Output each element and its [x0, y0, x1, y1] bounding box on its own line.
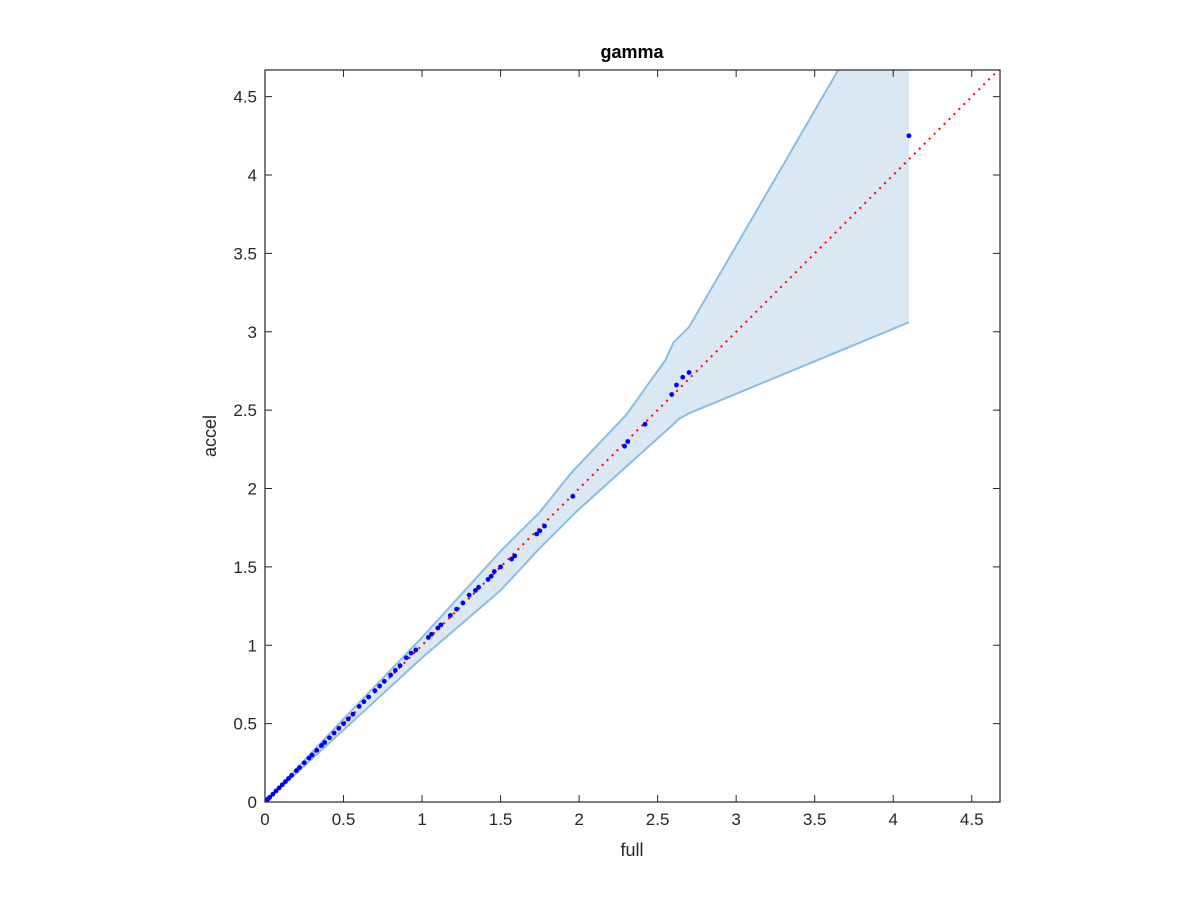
band-lower-edge [265, 321, 910, 802]
data-point [319, 743, 324, 748]
data-point [270, 791, 276, 797]
axes: 0 0.5 1 1.5 2 2.5 3 3.5 4 4.5 0 0.5 1 1.5 2 2.5 3 3.5 4 4.5 [233, 69, 1001, 829]
x-tick-label: 2.5 [646, 810, 670, 829]
reference-line-layer [265, 70, 1000, 802]
data-point [485, 577, 491, 582]
data-point [361, 699, 367, 705]
data-point [542, 523, 547, 529]
data-point [356, 703, 362, 709]
data-point [537, 528, 543, 534]
data-point [397, 663, 403, 669]
x-tick-label: 4 [888, 810, 897, 829]
data-point [429, 631, 434, 637]
data-point [408, 650, 414, 656]
data-point [534, 531, 540, 537]
data-point [273, 788, 279, 794]
data-point [294, 768, 299, 774]
data-point [488, 573, 494, 579]
data-point [267, 794, 273, 800]
data-point [341, 721, 346, 727]
data-point [466, 592, 472, 598]
data-point [438, 622, 444, 628]
data-point [447, 613, 453, 618]
x-tick-label: 3 [731, 810, 740, 829]
data-point [435, 625, 441, 631]
data-point [283, 779, 288, 785]
confidence-band-layer [265, 70, 910, 802]
y-axis-label: accel [200, 415, 220, 457]
data-point [276, 785, 282, 791]
data-point [322, 740, 328, 745]
x-tick-label: 1.5 [489, 810, 513, 829]
axes-box [264, 69, 1001, 803]
data-point [326, 735, 332, 741]
data-point [279, 782, 285, 788]
data-point [286, 776, 291, 781]
data-point [309, 752, 315, 758]
data-point [388, 672, 394, 678]
data-point [331, 730, 337, 736]
y-tick-label: 1 [248, 636, 257, 655]
y-tick-label: 4 [248, 166, 257, 185]
data-point [366, 694, 372, 700]
data-point [425, 635, 431, 640]
data-point [512, 553, 518, 559]
data-point [570, 493, 576, 499]
data-point [297, 765, 302, 770]
data-point [473, 587, 478, 593]
y-tick-label: 4.5 [233, 88, 257, 107]
data-point [345, 716, 351, 722]
data-point [403, 655, 409, 661]
data-point [392, 667, 398, 673]
y-tick-label: 2 [248, 480, 257, 499]
band-upper-edge [265, 70, 840, 802]
data-point [301, 760, 307, 766]
data-point [476, 584, 481, 590]
x-tick-label: 2 [574, 810, 583, 829]
data-point [498, 564, 503, 570]
x-tick-label: 1 [417, 810, 426, 829]
x-tick-label: 3.5 [803, 810, 827, 829]
data-point [372, 688, 378, 694]
confidence-band-fill [265, 70, 909, 802]
data-point [377, 683, 383, 689]
data-point [350, 711, 356, 717]
y-tick-label: 1.5 [233, 558, 257, 577]
data-point [686, 370, 692, 375]
chart-title: gamma [600, 42, 664, 62]
data-point [454, 606, 460, 612]
y-tick-label: 3.5 [233, 244, 257, 263]
y-tick-label: 0.5 [233, 715, 257, 734]
data-point [381, 678, 387, 684]
x-tick-label: 0.5 [332, 810, 356, 829]
data-point [509, 556, 514, 562]
data-point [413, 647, 419, 653]
x-tick-label: 4.5 [960, 810, 984, 829]
y-tick-label: 0 [248, 793, 257, 812]
data-point [906, 133, 912, 139]
y-tick-label: 2.5 [233, 401, 257, 420]
data-point [622, 443, 628, 449]
data-point [669, 392, 675, 397]
data-point [336, 725, 342, 731]
points-layer [265, 133, 912, 802]
data-point [674, 382, 679, 388]
data-point [642, 421, 648, 427]
x-axis-label: full [620, 840, 643, 860]
data-point [680, 374, 686, 380]
data-point [625, 439, 631, 444]
x-tick-label: 0 [260, 810, 269, 829]
data-point [314, 747, 320, 753]
y-tick-label: 3 [248, 323, 257, 342]
reference-line-y-equals-x [265, 70, 1000, 802]
data-point [491, 569, 497, 574]
data-point [289, 772, 295, 778]
data-point [460, 600, 466, 606]
data-point [306, 755, 312, 761]
